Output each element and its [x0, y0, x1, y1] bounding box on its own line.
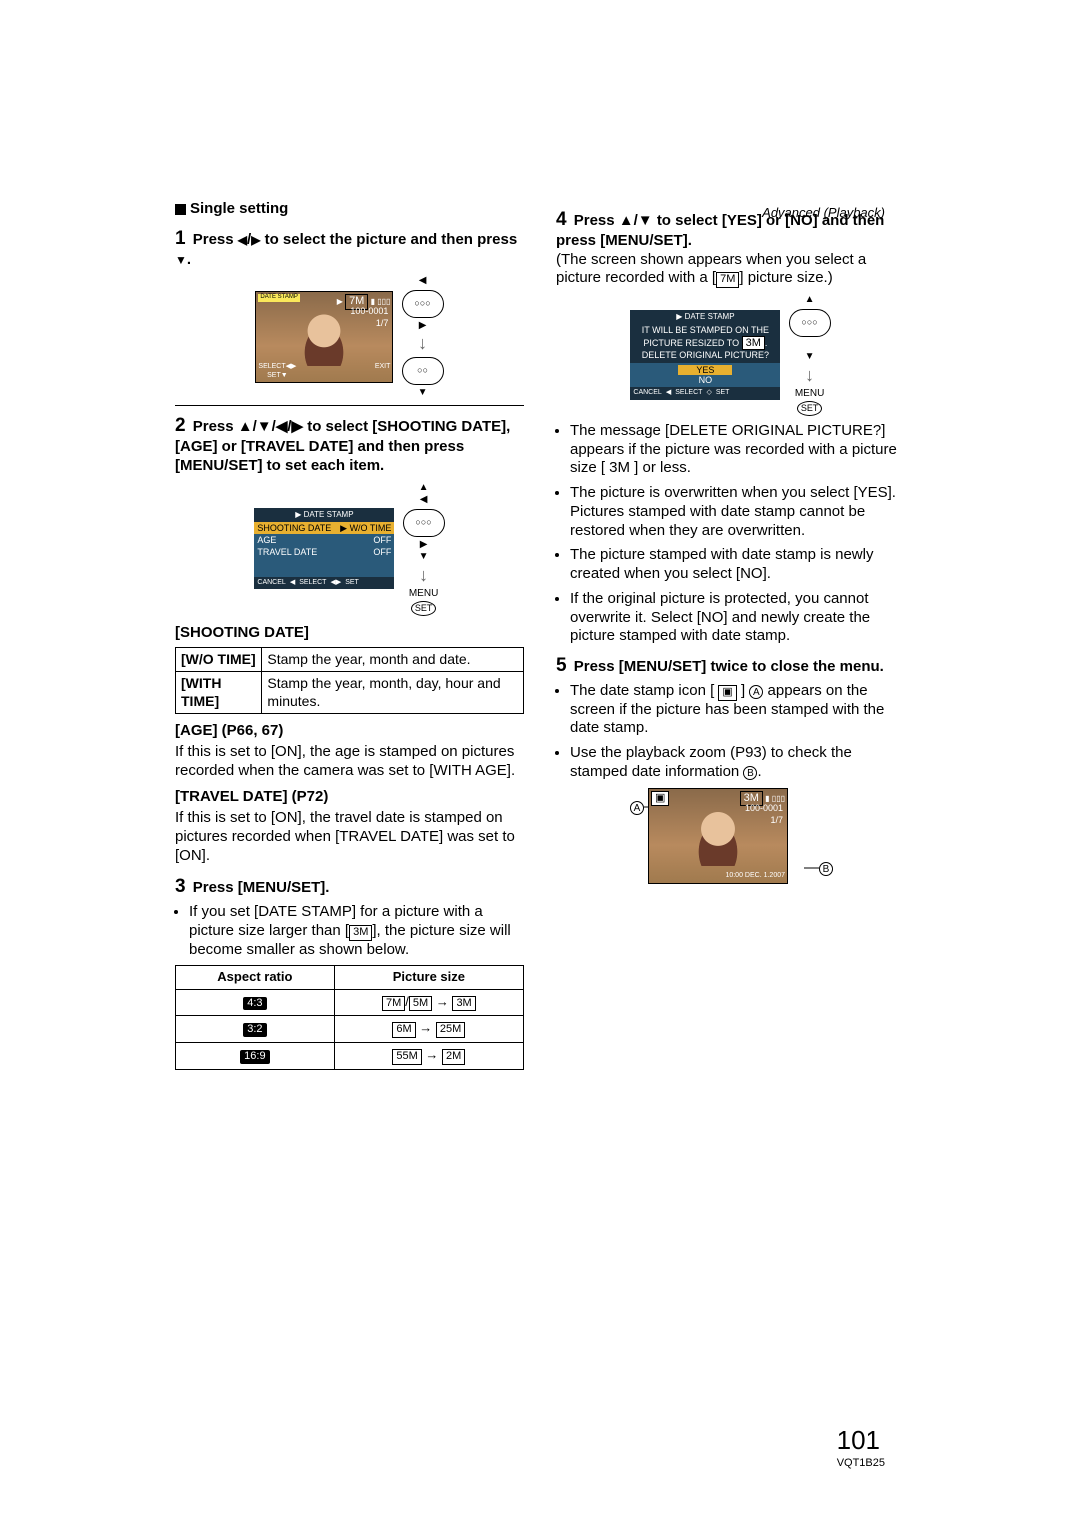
dpad-controls-2: ▲◀○○○▶▼ ↓ MENU SET — [403, 482, 445, 616]
dpad-controls-1: ◀○○○▶ ↓ ○○ ▼ — [402, 275, 444, 399]
step-1-figure: DATE STAMP ▶ 7M ▮ ▯▯▯ 100-0001 1/7 SELEC… — [175, 275, 524, 399]
doc-code: VQT1B25 — [837, 1457, 885, 1471]
step-4-notes: The message [DELETE ORIGINAL PICTURE?] a… — [570, 422, 905, 646]
playback-preview-screen: DATE STAMP ▶ 7M ▮ ▯▯▯ 100-0001 1/7 SELEC… — [255, 291, 393, 383]
step-3-notes: If you set [DATE STAMP] for a picture wi… — [189, 903, 524, 959]
step-3-heading: 3 Press [MENU/SET]. — [175, 875, 524, 899]
page-number: 101 — [837, 1424, 880, 1457]
step-4-figure: ▶ DATE STAMP IT WILL BE STAMPED ON THE P… — [556, 294, 905, 416]
age-text: If this is set to [ON], the age is stamp… — [175, 743, 524, 781]
step-1-heading: 1 Press / to select the picture and then… — [175, 227, 524, 270]
aspect-ratio-table: Aspect ratioPicture size 4:3 7M/5M → 3M … — [175, 965, 524, 1070]
step-5-heading: 5 Press [MENU/SET] twice to close the me… — [556, 654, 905, 678]
step-2-figure: ▶ DATE STAMP SHOOTING DATE▶ W/O TIME AGE… — [175, 482, 524, 616]
left-column: Single setting 1 Press / to select the p… — [175, 200, 524, 1074]
date-stamp-menu-screen: ▶ DATE STAMP SHOOTING DATE▶ W/O TIME AGE… — [254, 508, 394, 588]
step-5-notes: The date stamp icon [ ▣ ] A appears on t… — [570, 682, 905, 782]
age-label: [AGE] (P66, 67) — [175, 722, 524, 741]
dpad-controls-4: ▲○○○▼ ↓ MENU SET — [789, 294, 831, 416]
step-4-paragraph: (The screen shown appears when you selec… — [556, 251, 905, 289]
travel-date-label: [TRAVEL DATE] (P72) — [175, 788, 524, 807]
result-figure: A— ▣3M ▮ ▯▯▯ 100-0001 1/7 10:00 DEC. 1.2… — [648, 788, 813, 884]
header-section: Advanced (Playback) — [762, 205, 885, 221]
single-setting-heading: Single setting — [175, 200, 524, 219]
confirm-dialog-screen: ▶ DATE STAMP IT WILL BE STAMPED ON THE P… — [630, 310, 780, 399]
shooting-date-label: [SHOOTING DATE] — [175, 624, 524, 643]
right-column: 4 Press ▲/▼ to select [YES] or [NO] and … — [556, 200, 905, 1074]
shooting-date-table: [W/O TIME]Stamp the year, month and date… — [175, 647, 524, 715]
travel-date-text: If this is set to [ON], the travel date … — [175, 809, 524, 865]
step-2-heading: 2 Press ▲/▼/◀/▶ to select [SHOOTING DATE… — [175, 414, 524, 475]
